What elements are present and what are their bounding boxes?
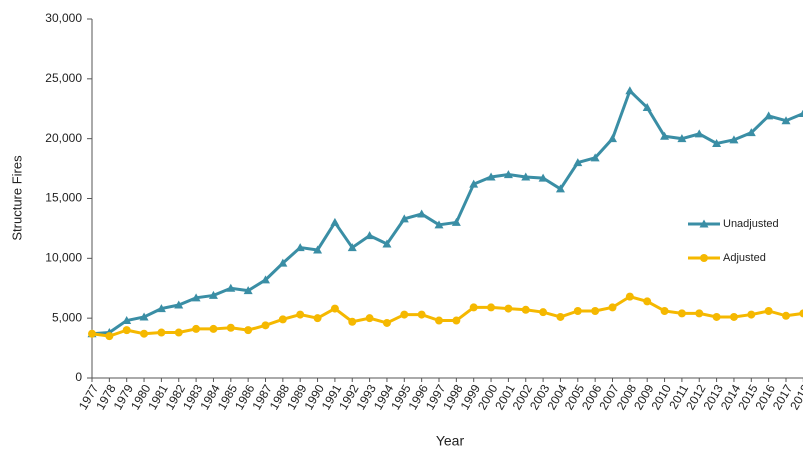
- point: [608, 303, 617, 312]
- point: [521, 305, 530, 314]
- point: [399, 214, 409, 223]
- point: [643, 297, 652, 306]
- y-tick-label: 0: [75, 370, 82, 384]
- point: [677, 309, 686, 318]
- point: [677, 134, 687, 143]
- point: [192, 324, 201, 333]
- point: [729, 135, 739, 144]
- point: [782, 311, 790, 320]
- point: [764, 306, 773, 315]
- y-tick-label: 30,000: [45, 11, 82, 25]
- legend-label: Unadjusted: [723, 218, 779, 230]
- point: [417, 310, 426, 319]
- point: [729, 312, 738, 321]
- point: [295, 243, 305, 252]
- point: [88, 329, 96, 338]
- y-tick-label: 20,000: [45, 131, 82, 145]
- point: [764, 111, 774, 120]
- legend-marker: [700, 254, 708, 262]
- point: [798, 109, 803, 118]
- point: [365, 314, 374, 323]
- y-axis-title: Structure Fires: [9, 155, 24, 241]
- point: [435, 316, 443, 325]
- point: [313, 314, 322, 323]
- point: [400, 310, 409, 319]
- point: [556, 312, 565, 321]
- point: [140, 329, 149, 338]
- point: [243, 286, 253, 295]
- point: [348, 317, 357, 326]
- legend-label: Adjusted: [723, 252, 766, 264]
- point: [486, 172, 496, 181]
- point: [434, 220, 444, 229]
- point: [174, 300, 184, 309]
- point: [382, 239, 392, 248]
- point: [625, 86, 635, 95]
- point: [660, 306, 669, 315]
- point: [590, 153, 600, 162]
- point: [521, 172, 531, 181]
- point: [452, 316, 461, 325]
- point: [365, 231, 375, 240]
- point: [503, 170, 513, 179]
- y-tick-label: 10,000: [45, 251, 82, 265]
- point: [191, 293, 201, 302]
- point: [747, 310, 756, 319]
- point: [799, 309, 803, 318]
- series-line: [91, 88, 803, 336]
- point: [122, 316, 132, 325]
- point: [156, 304, 166, 313]
- point: [451, 217, 461, 226]
- y-tick-label: 25,000: [45, 71, 82, 85]
- point: [539, 308, 548, 317]
- point: [695, 309, 704, 318]
- point: [226, 323, 235, 332]
- point: [712, 138, 722, 147]
- point: [712, 312, 721, 321]
- point: [504, 304, 513, 313]
- point: [122, 326, 131, 335]
- point: [608, 134, 617, 143]
- point: [278, 315, 287, 324]
- point: [382, 318, 391, 327]
- point: [642, 103, 652, 112]
- legend-marker: [699, 219, 709, 228]
- point: [105, 332, 114, 341]
- point: [226, 283, 236, 292]
- point: [174, 328, 183, 337]
- point: [330, 217, 340, 226]
- point: [209, 324, 218, 333]
- point: [313, 245, 323, 254]
- point: [330, 304, 339, 313]
- point: [469, 179, 479, 188]
- point: [591, 306, 600, 315]
- point: [625, 292, 634, 301]
- y-tick-label: 5,000: [52, 310, 82, 324]
- point: [208, 290, 218, 299]
- point: [573, 306, 582, 315]
- point: [487, 303, 496, 312]
- point: [538, 173, 548, 182]
- point: [694, 129, 704, 138]
- point: [746, 128, 756, 137]
- point: [347, 243, 357, 252]
- x-axis-title: Year: [436, 433, 465, 449]
- y-tick-label: 15,000: [45, 191, 82, 205]
- point: [573, 158, 583, 167]
- point: [469, 303, 478, 312]
- point: [139, 312, 149, 321]
- point: [555, 184, 565, 193]
- point: [157, 328, 166, 337]
- point: [261, 321, 270, 330]
- point: [296, 310, 305, 319]
- point: [244, 326, 253, 335]
- point: [261, 275, 270, 284]
- point: [417, 209, 427, 218]
- point: [278, 258, 288, 267]
- point: [781, 116, 791, 125]
- point: [660, 131, 670, 140]
